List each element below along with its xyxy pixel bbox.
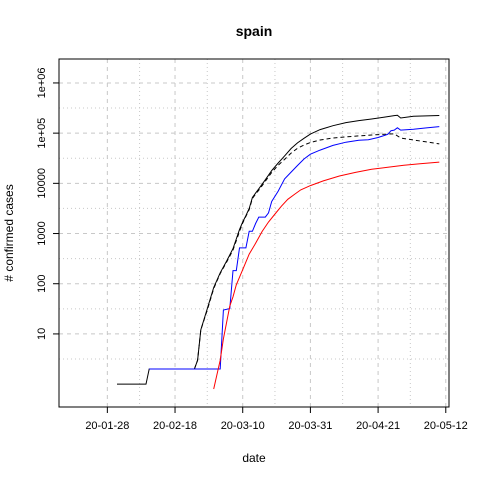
y-axis: 10 100 1000 10000 1e+05 1e+06 bbox=[36, 67, 60, 340]
series-line-2 bbox=[193, 133, 440, 370]
chart-title: spain bbox=[236, 23, 273, 39]
y-tick-label: 10000 bbox=[36, 168, 48, 199]
x-tick-label: 20-04-21 bbox=[356, 420, 400, 432]
series-layer bbox=[117, 114, 440, 390]
x-tick-label: 20-02-18 bbox=[153, 420, 197, 432]
x-axis-label: date bbox=[242, 451, 266, 465]
y-tick-label: 1000 bbox=[36, 221, 48, 245]
y-tick-label: 1e+05 bbox=[36, 118, 48, 149]
x-tick-label: 20-03-10 bbox=[221, 420, 265, 432]
grid bbox=[59, 59, 449, 407]
series-line-3 bbox=[149, 126, 440, 370]
x-tick-label: 20-03-31 bbox=[288, 420, 332, 432]
y-tick-label: 100 bbox=[36, 275, 48, 293]
x-axis: 20-01-28 20-02-18 20-03-10 20-03-31 20-04-21… bbox=[85, 406, 468, 432]
x-tick-label: 20-05-12 bbox=[424, 420, 468, 432]
y-tick-label: 1e+06 bbox=[36, 67, 48, 98]
y-axis-label: # confirmed cases bbox=[2, 184, 16, 281]
plot-frame bbox=[58, 58, 450, 408]
x-tick-label: 20-01-28 bbox=[85, 420, 129, 432]
series-line-4 bbox=[213, 161, 440, 390]
y-tick-label: 10 bbox=[36, 328, 48, 340]
series-line-1 bbox=[117, 114, 440, 385]
